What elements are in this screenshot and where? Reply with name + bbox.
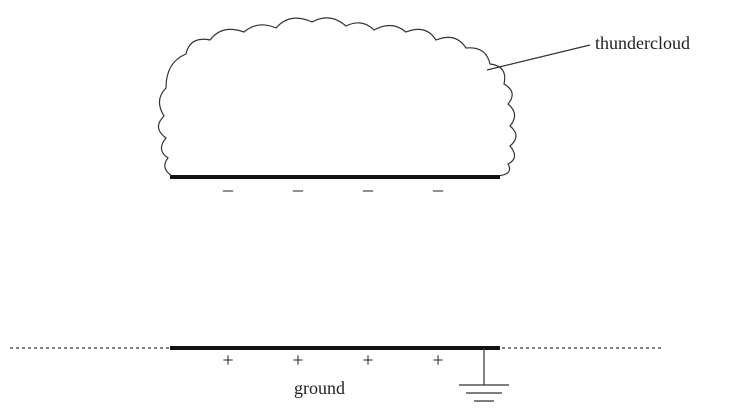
ground-charge: + xyxy=(432,350,443,372)
cloud-charge: – xyxy=(432,179,444,201)
cloud-label: thundercloud xyxy=(595,33,690,53)
cloud-outline xyxy=(157,17,517,177)
ground-label: ground xyxy=(294,378,345,398)
cloud-charge: – xyxy=(362,179,374,201)
cloud-charge: – xyxy=(292,179,304,201)
ground-charge: + xyxy=(362,350,373,372)
earth-symbol xyxy=(459,348,509,402)
ground-charge: + xyxy=(222,350,233,372)
ground-charge: + xyxy=(292,350,303,372)
cloud-charge: – xyxy=(222,179,234,201)
cloud-leader xyxy=(486,44,591,71)
